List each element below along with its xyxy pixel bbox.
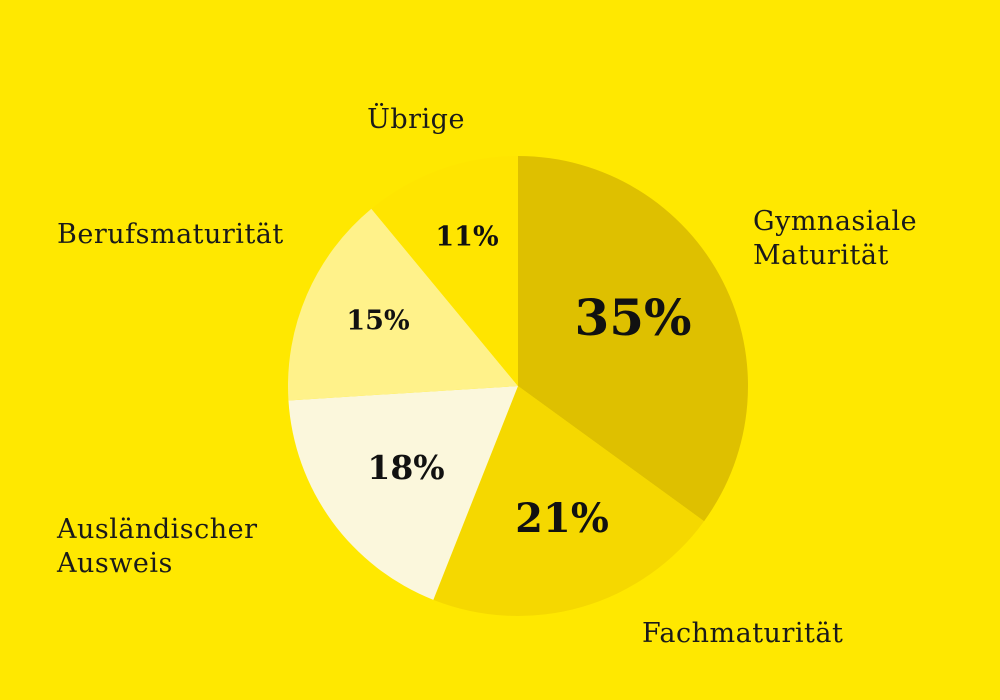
category-label-auslandischer-ausweis: Ausländischer Ausweis (56, 514, 258, 579)
pct-label-ubrige: 11% (435, 222, 498, 253)
category-label-ubrige: Übrige (367, 101, 465, 135)
pct-label-berufsmaturitat: 15% (346, 306, 409, 337)
pie-slice-ubrige (371, 156, 518, 386)
pie-slice-fachmaturitat (433, 386, 705, 616)
pie-slice-berufsmaturitat (288, 208, 518, 401)
pct-label-fachmaturitat: 21% (515, 495, 609, 542)
pie-slice-auslandischer-ausweis (288, 386, 518, 600)
pct-label-auslandischer-ausweis: 18% (367, 448, 444, 487)
pie-slices (288, 156, 748, 616)
category-label-fachmaturitat: Fachmaturität (642, 618, 843, 649)
pie-slice-gymnasiale-maturitat (518, 156, 748, 522)
category-labels: Gymnasiale Maturität Fachmaturität Ausländi… (56, 101, 917, 649)
percentage-labels: 35% 21% 18% 15% 11% (346, 222, 691, 543)
pct-label-gymnasiale-maturitat: 35% (574, 288, 691, 347)
category-label-gymnasiale-maturitat: Gymnasiale Maturität (753, 206, 917, 271)
category-label-berufsmaturitat: Berufsmaturität (57, 219, 284, 250)
